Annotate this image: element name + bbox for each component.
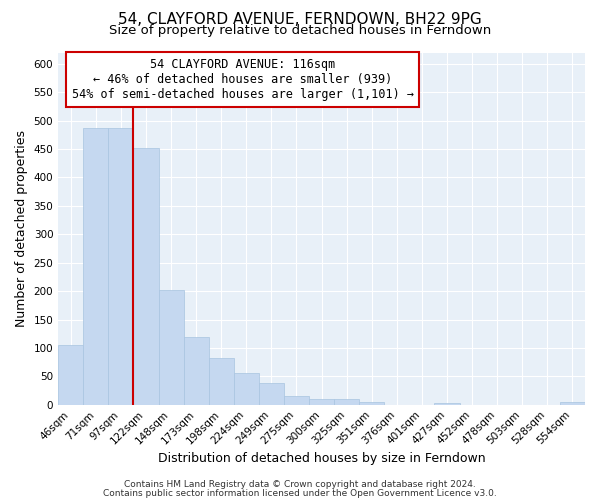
Bar bbox=[434, 403, 460, 404]
Y-axis label: Number of detached properties: Number of detached properties bbox=[15, 130, 28, 327]
Bar bbox=[560, 402, 585, 404]
Text: 54, CLAYFORD AVENUE, FERNDOWN, BH22 9PG: 54, CLAYFORD AVENUE, FERNDOWN, BH22 9PG bbox=[118, 12, 482, 28]
Text: Size of property relative to detached houses in Ferndown: Size of property relative to detached ho… bbox=[109, 24, 491, 37]
Bar bbox=[109, 128, 133, 404]
Bar bbox=[133, 148, 158, 405]
Bar bbox=[209, 358, 234, 405]
Text: 54 CLAYFORD AVENUE: 116sqm
← 46% of detached houses are smaller (939)
54% of sem: 54 CLAYFORD AVENUE: 116sqm ← 46% of deta… bbox=[71, 58, 413, 101]
Bar bbox=[309, 399, 334, 404]
Bar bbox=[359, 402, 385, 404]
Bar bbox=[334, 399, 359, 404]
Bar bbox=[259, 383, 284, 404]
Text: Contains HM Land Registry data © Crown copyright and database right 2024.: Contains HM Land Registry data © Crown c… bbox=[124, 480, 476, 489]
Bar bbox=[58, 345, 83, 405]
Bar bbox=[284, 396, 309, 404]
Bar bbox=[184, 336, 209, 404]
Bar bbox=[234, 374, 259, 404]
Bar bbox=[158, 290, 184, 405]
X-axis label: Distribution of detached houses by size in Ferndown: Distribution of detached houses by size … bbox=[158, 452, 485, 465]
Text: Contains public sector information licensed under the Open Government Licence v3: Contains public sector information licen… bbox=[103, 488, 497, 498]
Bar bbox=[83, 128, 109, 404]
